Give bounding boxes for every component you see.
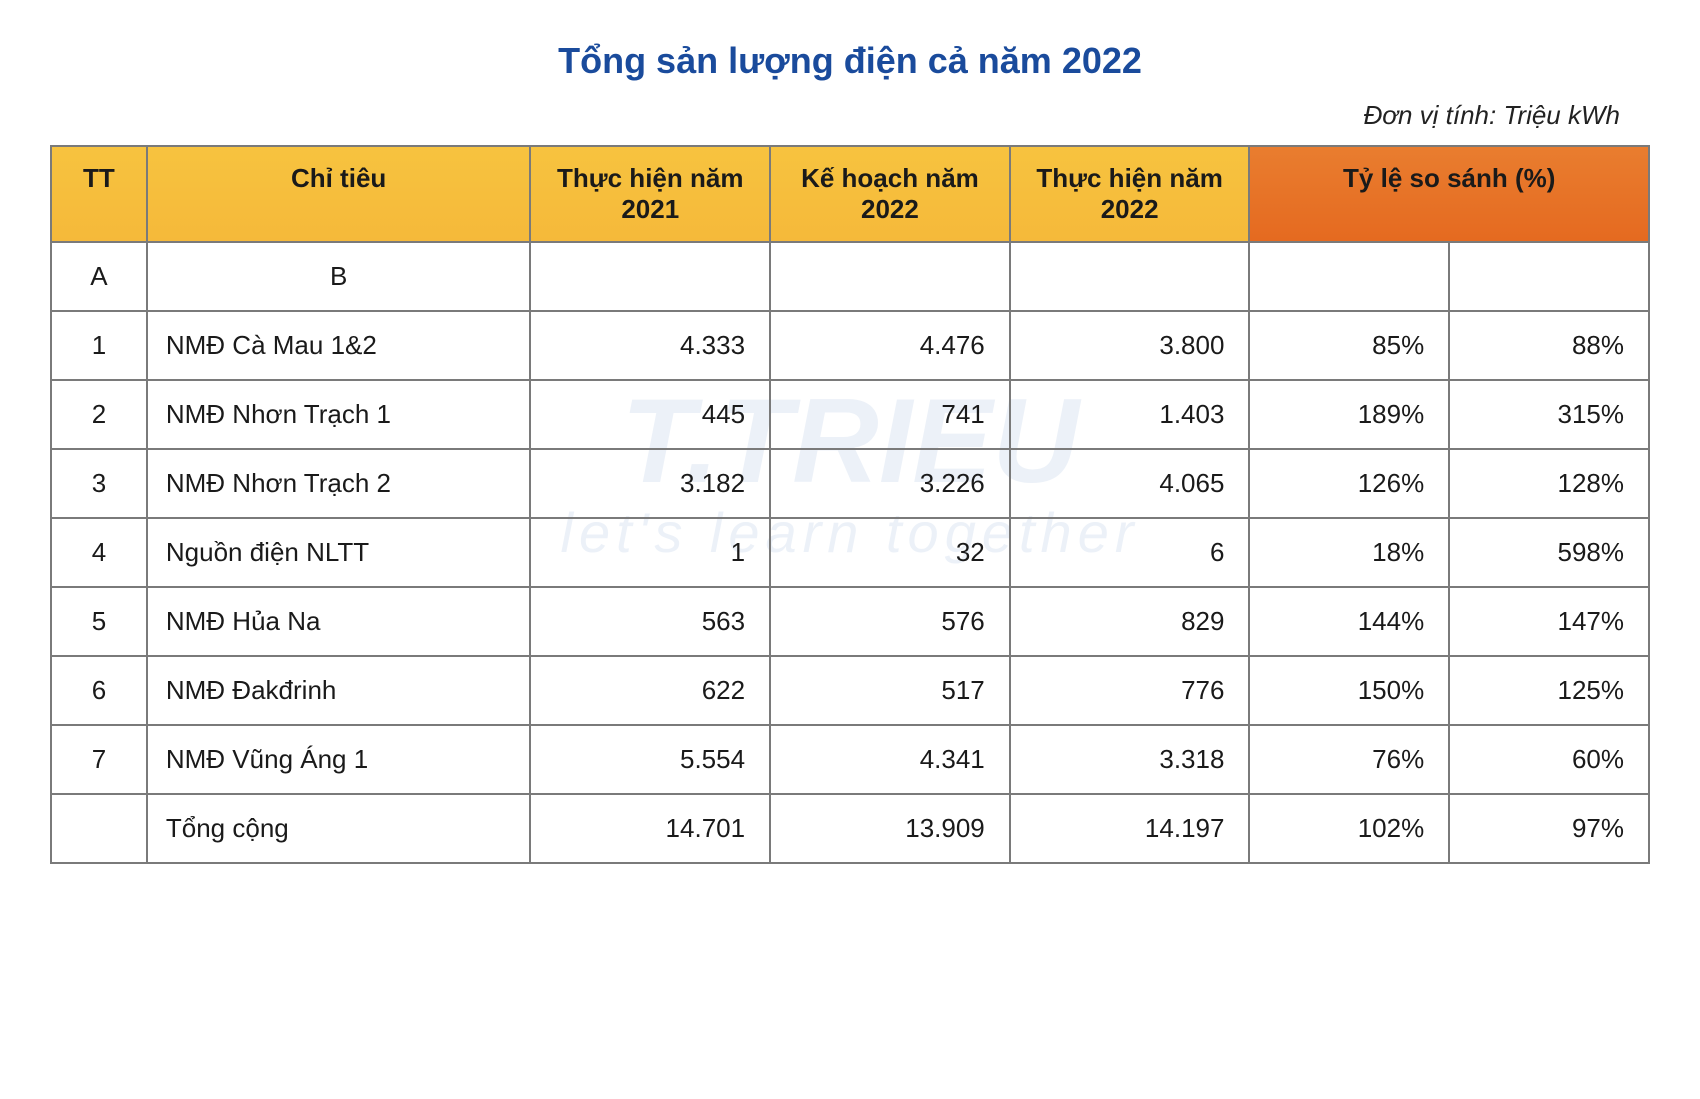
cell-tt: 1 (51, 311, 147, 380)
production-table: TT Chỉ tiêu Thực hiện năm 2021 Kế hoạch … (50, 145, 1650, 864)
table-row: 6NMĐ Đakđrinh622517776150%125% (51, 656, 1649, 725)
cell-comp1: 144% (1249, 587, 1449, 656)
cell-comp2: 147% (1449, 587, 1649, 656)
cell-comp2: 315% (1449, 380, 1649, 449)
subheader-th21 (530, 242, 770, 311)
cell-th21: 4.333 (530, 311, 770, 380)
cell-th22: 3.800 (1010, 311, 1250, 380)
cell-name: NMĐ Nhơn Trạch 2 (147, 449, 531, 518)
cell-name: NMĐ Đakđrinh (147, 656, 531, 725)
cell-th22: 6 (1010, 518, 1250, 587)
table-subheader-row: A B (51, 242, 1649, 311)
cell-comp2: 88% (1449, 311, 1649, 380)
cell-th21: 1 (530, 518, 770, 587)
cell-comp2: 125% (1449, 656, 1649, 725)
col-header-th21: Thực hiện năm 2021 (530, 146, 770, 242)
table-row: 7NMĐ Vũng Áng 15.5544.3413.31876%60% (51, 725, 1649, 794)
cell-th21: 3.182 (530, 449, 770, 518)
col-header-kh22: Kế hoạch năm 2022 (770, 146, 1010, 242)
cell-th21: 622 (530, 656, 770, 725)
cell-name: Nguồn điện NLTT (147, 518, 531, 587)
cell-kh22: 3.226 (770, 449, 1010, 518)
cell-th21: 5.554 (530, 725, 770, 794)
col-header-th22: Thực hiện năm 2022 (1010, 146, 1250, 242)
cell-kh22: 4.476 (770, 311, 1010, 380)
cell-comp2: 128% (1449, 449, 1649, 518)
subheader-comp1 (1249, 242, 1449, 311)
cell-comp2: 97% (1449, 794, 1649, 863)
cell-tt: 5 (51, 587, 147, 656)
cell-tt: 7 (51, 725, 147, 794)
cell-name: NMĐ Nhơn Trạch 1 (147, 380, 531, 449)
cell-tt: 4 (51, 518, 147, 587)
subheader-name: B (147, 242, 531, 311)
cell-comp1: 150% (1249, 656, 1449, 725)
cell-comp2: 60% (1449, 725, 1649, 794)
table-row: 5NMĐ Hủa Na563576829144%147% (51, 587, 1649, 656)
cell-kh22: 576 (770, 587, 1010, 656)
cell-th22: 3.318 (1010, 725, 1250, 794)
table-body: A B 1NMĐ Cà Mau 1&24.3334.4763.80085%88%… (51, 242, 1649, 863)
cell-th21: 14.701 (530, 794, 770, 863)
cell-kh22: 517 (770, 656, 1010, 725)
cell-comp1: 126% (1249, 449, 1449, 518)
table-row: 4Nguồn điện NLTT132618%598% (51, 518, 1649, 587)
cell-th22: 14.197 (1010, 794, 1250, 863)
cell-tt: 6 (51, 656, 147, 725)
cell-comp1: 102% (1249, 794, 1449, 863)
cell-th22: 776 (1010, 656, 1250, 725)
cell-tt (51, 794, 147, 863)
cell-kh22: 4.341 (770, 725, 1010, 794)
col-header-name: Chỉ tiêu (147, 146, 531, 242)
cell-name: NMĐ Vũng Áng 1 (147, 725, 531, 794)
table-row: 3NMĐ Nhơn Trạch 23.1823.2264.065126%128% (51, 449, 1649, 518)
subheader-th22 (1010, 242, 1250, 311)
col-header-comp: Tỷ lệ so sánh (%) (1249, 146, 1649, 242)
cell-tt: 3 (51, 449, 147, 518)
cell-comp1: 189% (1249, 380, 1449, 449)
table-header-row: TT Chỉ tiêu Thực hiện năm 2021 Kế hoạch … (51, 146, 1649, 242)
subheader-tt: A (51, 242, 147, 311)
cell-th22: 829 (1010, 587, 1250, 656)
table-row: 1NMĐ Cà Mau 1&24.3334.4763.80085%88% (51, 311, 1649, 380)
cell-name: NMĐ Cà Mau 1&2 (147, 311, 531, 380)
cell-kh22: 741 (770, 380, 1010, 449)
cell-th22: 4.065 (1010, 449, 1250, 518)
table-row: 2NMĐ Nhơn Trạch 14457411.403189%315% (51, 380, 1649, 449)
cell-name: Tổng cộng (147, 794, 531, 863)
unit-label: Đơn vị tính: Triệu kWh (50, 100, 1620, 131)
cell-tt: 2 (51, 380, 147, 449)
cell-comp1: 76% (1249, 725, 1449, 794)
cell-comp1: 85% (1249, 311, 1449, 380)
page-title: Tổng sản lượng điện cả năm 2022 (50, 40, 1650, 82)
cell-th21: 445 (530, 380, 770, 449)
cell-th21: 563 (530, 587, 770, 656)
cell-kh22: 32 (770, 518, 1010, 587)
subheader-kh22 (770, 242, 1010, 311)
subheader-comp2 (1449, 242, 1649, 311)
cell-comp2: 598% (1449, 518, 1649, 587)
cell-th22: 1.403 (1010, 380, 1250, 449)
cell-kh22: 13.909 (770, 794, 1010, 863)
cell-comp1: 18% (1249, 518, 1449, 587)
col-header-tt: TT (51, 146, 147, 242)
table-row: Tổng cộng14.70113.90914.197102%97% (51, 794, 1649, 863)
cell-name: NMĐ Hủa Na (147, 587, 531, 656)
